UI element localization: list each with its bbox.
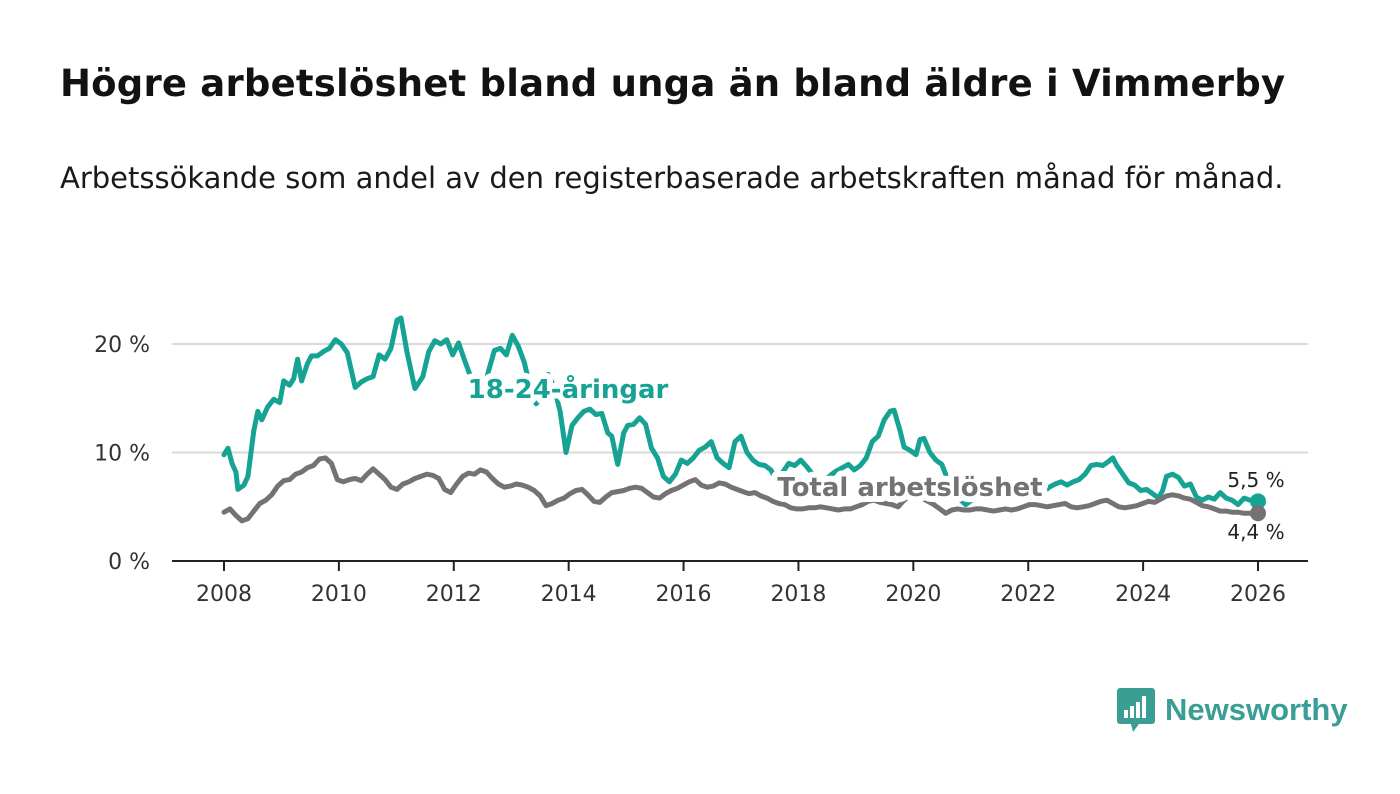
newsworthy-logo-icon (1117, 688, 1155, 732)
x-tick-label: 2018 (770, 582, 826, 607)
x-tick-label: 2008 (196, 582, 252, 607)
chart-title: Högre arbetslöshet bland unga än bland ä… (60, 62, 1286, 105)
end-value-label-18-24: 5,5 % (1227, 468, 1284, 492)
x-tick-label: 2014 (541, 582, 597, 607)
series-label-total: Total arbetslöshet (777, 473, 1042, 503)
series-line-18-24 (221, 315, 1261, 508)
y-tick-label: 20 % (94, 333, 150, 358)
x-tick-label: 2010 (311, 582, 367, 607)
x-tick-label: 2022 (1000, 582, 1056, 607)
x-tick-label: 2016 (656, 582, 712, 607)
x-tick-label: 2026 (1230, 582, 1286, 607)
newsworthy-wordmark: Newsworthy (1165, 692, 1348, 727)
series-label-halo-18-24: 18-24-åringar (468, 373, 669, 405)
x-tick-label: 2024 (1115, 582, 1171, 607)
chart-subtitle: Arbetssökande som andel av den registerb… (60, 161, 1284, 195)
end-point-18-24 (1250, 493, 1266, 510)
series-label-18-24: 18-24-åringar (468, 373, 669, 405)
series-label-halo-total: Total arbetslöshet (777, 473, 1042, 503)
y-tick-label: 10 % (94, 442, 150, 467)
newsworthy-logo: Newsworthy (1117, 688, 1348, 732)
x-tick-label: 2020 (885, 582, 941, 607)
end-point-total (1250, 505, 1266, 522)
x-tick-label: 2012 (426, 582, 482, 607)
end-value-label-total: 4,4 % (1227, 520, 1284, 544)
series-line-total (221, 455, 1261, 524)
y-tick-label: 0 % (108, 550, 150, 575)
